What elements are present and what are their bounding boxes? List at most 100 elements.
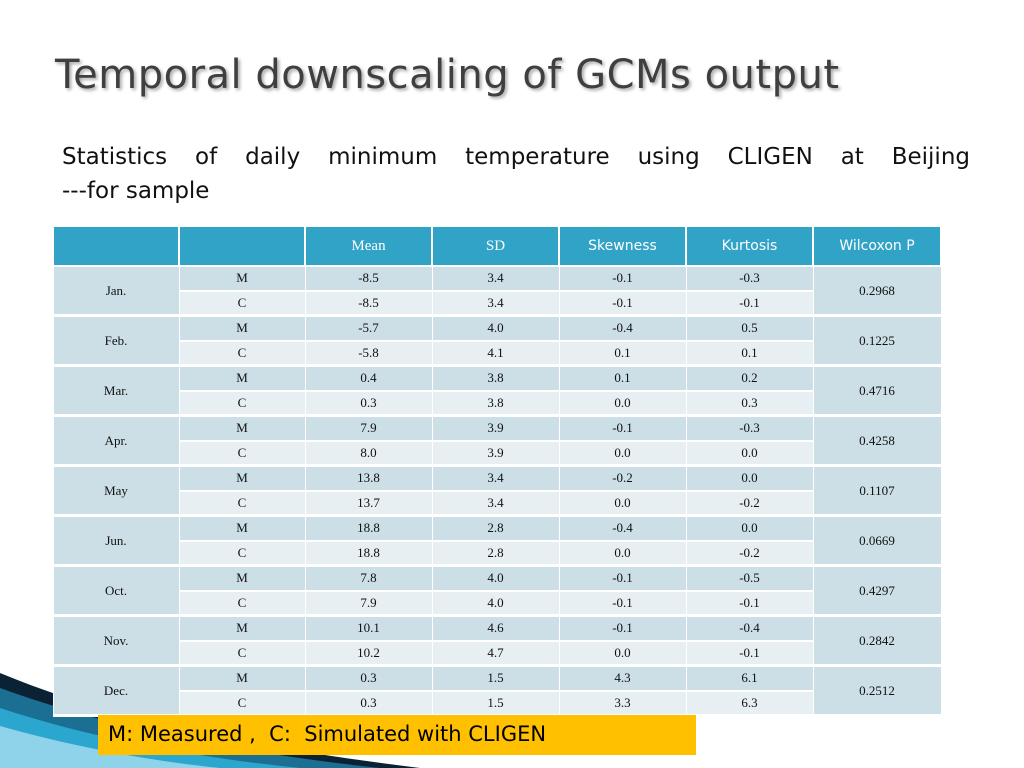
table-row-simulated: C 7.9 4.0 -0.1 -0.1 [53, 590, 941, 617]
type-cell: M [178, 465, 306, 492]
kurtosis-cell: -0.2 [685, 540, 814, 567]
skewness-cell: 0.0 [558, 390, 687, 417]
type-cell: M [178, 565, 306, 592]
type-cell: M [178, 615, 306, 642]
wilcoxon-p-cell: 0.4258 [812, 415, 942, 467]
wilcoxon-p-cell: 0.0669 [812, 515, 942, 567]
table-row-measured: Dec. M 0.3 1.5 4.3 6.1 0.2512 [52, 665, 942, 717]
type-cell: C [178, 690, 306, 717]
sd-cell: 3.9 [431, 415, 560, 442]
table-caption-line1: Statistics of daily minimum temperature … [62, 144, 970, 170]
mean-cell: 7.8 [304, 565, 433, 592]
type-cell: C [178, 540, 306, 567]
table-caption-line2: ---for sample [62, 178, 210, 204]
table-row-measured: Jun. M 18.8 2.8 -0.4 0.0 0.0669 [52, 515, 942, 567]
month-cell: Mar. [52, 365, 180, 417]
mean-cell: -5.8 [304, 340, 433, 367]
kurtosis-cell: 6.3 [685, 690, 814, 717]
month-cell: Nov. [52, 615, 180, 667]
wilcoxon-p-cell: 0.1107 [812, 465, 942, 517]
mean-cell: 7.9 [304, 590, 433, 617]
skewness-cell: -0.1 [558, 266, 687, 292]
skewness-cell: -0.4 [558, 515, 687, 542]
sd-cell: 4.6 [431, 615, 560, 642]
sd-cell: 1.5 [431, 690, 560, 717]
kurtosis-cell: 0.3 [685, 390, 814, 417]
table-row-simulated: C 0.3 1.5 3.3 6.3 [53, 690, 941, 717]
wilcoxon-p-cell: 0.4297 [812, 565, 942, 617]
mean-cell: 7.9 [304, 415, 433, 442]
month-cell: Jun. [52, 515, 180, 567]
kurtosis-cell: 0.5 [685, 315, 814, 342]
kurtosis-cell: -0.3 [685, 415, 814, 442]
skewness-cell: -0.1 [558, 290, 687, 317]
sd-cell: 3.9 [431, 440, 560, 467]
kurtosis-cell: -0.5 [685, 565, 814, 592]
mean-cell: 13.7 [304, 490, 433, 517]
type-cell: C [178, 440, 306, 467]
mean-cell: 10.1 [304, 615, 433, 642]
type-cell: M [178, 665, 306, 692]
month-cell: Dec. [52, 665, 180, 717]
header-kurtosis: Kurtosis [685, 225, 814, 267]
type-cell: C [178, 390, 306, 417]
table-row-simulated: C 18.8 2.8 0.0 -0.2 [53, 540, 941, 567]
header-skewness: Skewness [558, 225, 687, 267]
table-row-simulated: C 13.7 3.4 0.0 -0.2 [53, 490, 941, 517]
skewness-cell: -0.1 [558, 615, 687, 642]
skewness-cell: 0.1 [558, 340, 687, 367]
mean-cell: 0.3 [304, 665, 433, 692]
type-cell: C [178, 340, 306, 367]
legend-box: M: Measured , C: Simulated with CLIGEN [98, 715, 696, 755]
wilcoxon-p-cell: 0.2512 [812, 665, 942, 717]
table-row-measured: May M 13.8 3.4 -0.2 0.0 0.1107 [52, 465, 942, 517]
mean-cell: 13.8 [304, 465, 433, 492]
kurtosis-cell: 0.0 [685, 465, 814, 492]
mean-cell: 0.3 [304, 690, 433, 717]
header-row: Mean SD Skewness Kurtosis Wilcoxon P [52, 225, 942, 267]
month-cell: Feb. [52, 315, 180, 367]
table-row-simulated: C -8.5 3.4 -0.1 -0.1 [53, 290, 941, 317]
header-month [52, 225, 180, 267]
skewness-cell: -0.1 [558, 590, 687, 617]
sd-cell: 4.0 [431, 590, 560, 617]
mean-cell: 0.3 [304, 390, 433, 417]
table-row-simulated: C -5.8 4.1 0.1 0.1 [53, 340, 941, 367]
type-cell: M [178, 365, 306, 392]
skewness-cell: 0.0 [558, 440, 687, 467]
kurtosis-cell: 0.0 [685, 515, 814, 542]
mean-cell: 18.8 [304, 540, 433, 567]
skewness-cell: 4.3 [558, 665, 687, 692]
kurtosis-cell: 0.0 [685, 440, 814, 467]
wilcoxon-p-cell: 0.2968 [812, 266, 942, 317]
table-row-measured: Apr. M 7.9 3.9 -0.1 -0.3 0.4258 [52, 415, 942, 467]
skewness-cell: -0.1 [558, 565, 687, 592]
type-cell: C [178, 490, 306, 517]
sd-cell: 3.4 [431, 465, 560, 492]
mean-cell: 8.0 [304, 440, 433, 467]
header-wilcoxon-p: Wilcoxon P [812, 225, 942, 267]
table-row-measured: Feb. M -5.7 4.0 -0.4 0.5 0.1225 [52, 315, 942, 367]
table-row-measured: Nov. M 10.1 4.6 -0.1 -0.4 0.2842 [52, 615, 942, 667]
sd-cell: 2.8 [431, 540, 560, 567]
skewness-cell: 0.0 [558, 490, 687, 517]
mean-cell: 0.4 [304, 365, 433, 392]
kurtosis-cell: -0.1 [685, 590, 814, 617]
sd-cell: 3.4 [431, 290, 560, 317]
month-cell: Oct. [52, 565, 180, 617]
kurtosis-cell: -0.1 [685, 290, 814, 317]
wilcoxon-p-cell: 0.1225 [812, 315, 942, 367]
sd-cell: 4.0 [431, 315, 560, 342]
mean-cell: -5.7 [304, 315, 433, 342]
sd-cell: 4.1 [431, 340, 560, 367]
skewness-cell: 0.0 [558, 640, 687, 667]
skewness-cell: 3.3 [558, 690, 687, 717]
mean-cell: 10.2 [304, 640, 433, 667]
wilcoxon-p-cell: 0.4716 [812, 365, 942, 417]
type-cell: M [178, 315, 306, 342]
table-row-simulated: C 10.2 4.7 0.0 -0.1 [53, 640, 941, 667]
wilcoxon-p-cell: 0.2842 [812, 615, 942, 667]
table-row-measured: Oct. M 7.8 4.0 -0.1 -0.5 0.4297 [52, 565, 942, 617]
kurtosis-cell: -0.1 [685, 640, 814, 667]
mean-cell: 18.8 [304, 515, 433, 542]
